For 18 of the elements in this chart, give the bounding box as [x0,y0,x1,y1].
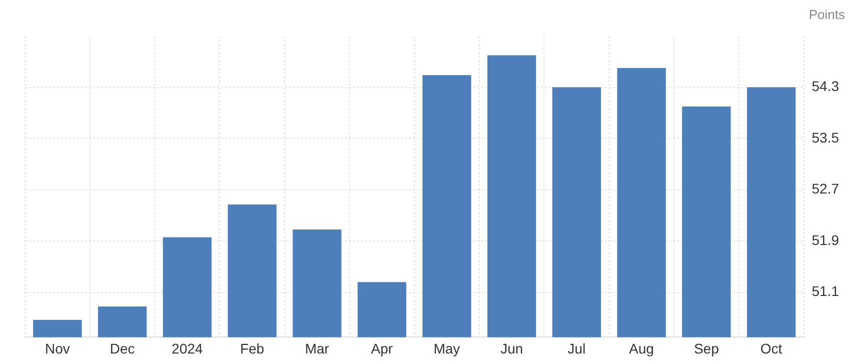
x-tick-label: Mar [304,340,330,356]
y-tick-label: 53.5 [812,129,840,146]
y-tick-label: 51.9 [812,232,840,248]
x-tick-label: May [434,340,460,356]
x-tick-label: Jul [568,340,586,356]
x-tick-label: Aug [629,340,654,356]
x-tick-label: Nov [44,340,70,356]
y-axis-title: Points [808,7,846,22]
x-tick-label: Feb [240,340,264,356]
x-tick-label: Sep [694,340,720,356]
x-tick-label: Apr [371,340,394,356]
y-tick-label: 52.7 [812,180,840,197]
x-tick-label: Jun [500,340,524,356]
x-tick-label: Oct [760,340,782,356]
x-tick-label: 2024 [172,340,204,356]
x-tick-label: Dec [110,340,135,356]
y-tick-label: 51.1 [812,283,840,300]
y-tick-label: 54.3 [812,78,840,94]
